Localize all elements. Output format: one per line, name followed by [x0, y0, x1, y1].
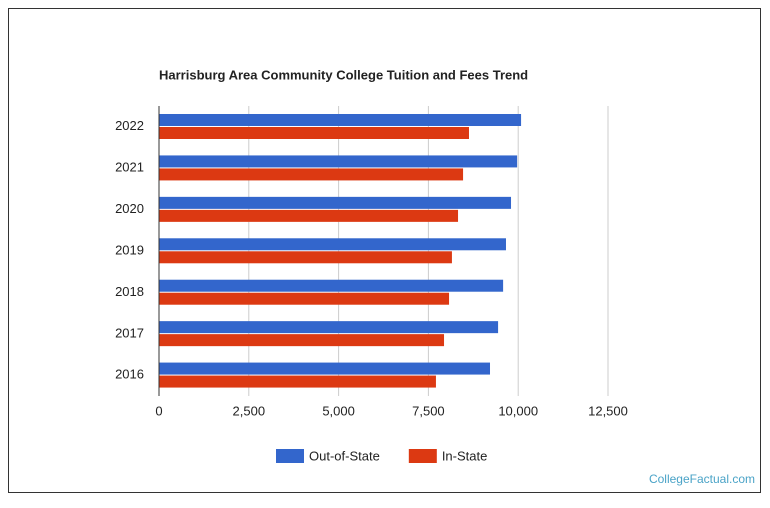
chart-title: Harrisburg Area Community College Tuitio… [159, 67, 528, 82]
legend-swatch [408, 449, 437, 463]
x-tick-label: 10,000 [498, 403, 538, 418]
bar [159, 238, 506, 251]
bar [159, 114, 522, 126]
y-tick-label: 2020 [115, 201, 144, 216]
watermark[interactable]: CollegeFactual.com [649, 472, 755, 486]
y-tick-label: 2019 [115, 242, 144, 257]
legend-label: In-State [442, 448, 488, 463]
x-tick-label: 12,500 [588, 403, 628, 418]
bar [159, 209, 459, 222]
x-tick-label: 0 [155, 403, 162, 418]
bar [159, 168, 464, 181]
bar [159, 196, 512, 209]
y-tick-label: 2022 [115, 118, 144, 133]
x-tick-label: 2,500 [233, 403, 266, 418]
x-tick-label: 5,000 [322, 403, 355, 418]
bar [159, 292, 450, 305]
bar [159, 362, 491, 375]
y-tick-label: 2021 [115, 160, 144, 175]
bar [159, 334, 445, 347]
frame [8, 8, 761, 493]
y-tick-label: 2017 [115, 325, 144, 340]
x-tick-label: 7,500 [412, 403, 445, 418]
y-tick-label: 2018 [115, 284, 144, 299]
y-tick-label: 2016 [115, 367, 144, 382]
bar [159, 279, 504, 292]
legend-label: Out-of-State [309, 448, 380, 463]
bar [159, 251, 452, 264]
bar [159, 321, 499, 334]
legend-swatch [276, 449, 304, 463]
bar [159, 127, 469, 139]
bar [159, 375, 436, 388]
bar [159, 155, 518, 168]
